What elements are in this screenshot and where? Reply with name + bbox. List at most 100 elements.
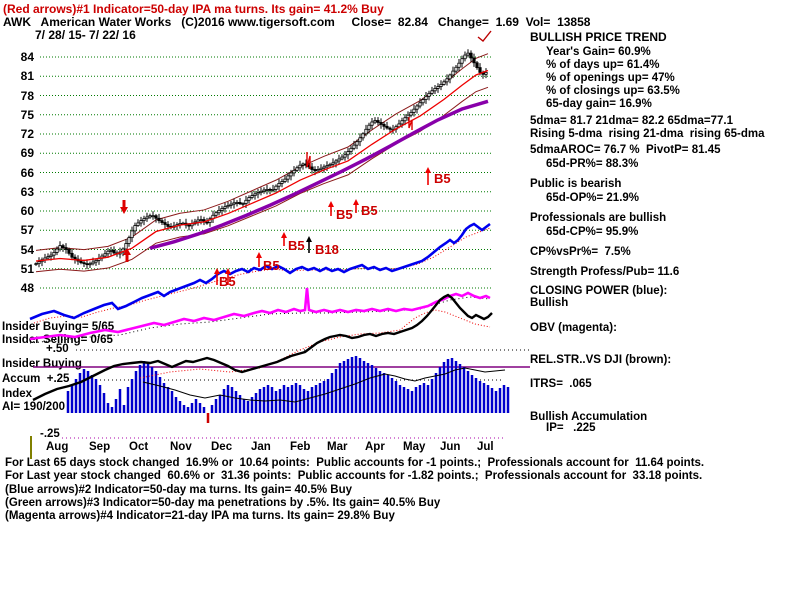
candle-body (271, 188, 275, 191)
candle-body (457, 62, 461, 68)
candle-body (412, 108, 416, 113)
price-tick-label: 57 (20, 223, 34, 237)
month-label: Jun (440, 441, 461, 453)
candle-body (34, 263, 38, 266)
candle-body (187, 224, 191, 227)
candle-body (421, 99, 425, 104)
ma_21day-line (35, 69, 489, 262)
obv-line (29, 287, 491, 341)
buy-arrow-head-icon (353, 199, 359, 205)
candle-body (235, 202, 239, 204)
candle-body (112, 249, 116, 254)
stat-line: % of closings up= 63.5% (546, 85, 680, 97)
signal-label: B5 (336, 207, 353, 222)
month-label: Nov (170, 441, 192, 453)
candle-body (472, 57, 476, 64)
buy-arrow-head-icon (225, 268, 231, 274)
candle-body (127, 237, 131, 244)
candle-body (403, 117, 407, 122)
stat-line: % of days up= 61.4% (546, 59, 660, 71)
indicator-label: Index (2, 388, 33, 400)
stat-line: 5dma= 81.7 21dma= 82.2 65dma=77.1 (530, 115, 733, 127)
month-label: Aug (46, 441, 69, 453)
candle-body (229, 203, 233, 206)
candle-body (136, 222, 140, 226)
candle-body (55, 248, 59, 253)
candle-body (109, 249, 113, 252)
check-mark (477, 30, 492, 42)
candle-body (139, 220, 143, 224)
candle-body (310, 166, 314, 170)
indicator1-legend: (Red arrows)#1 Indicator=50-day IPA ma t… (3, 2, 384, 16)
stat-line: CLOSING POWER (blue): (530, 285, 668, 297)
candle-body (85, 263, 89, 266)
stat-line: ITRS= .065 (530, 378, 592, 390)
candle-body (268, 188, 272, 191)
candle-body (451, 70, 455, 76)
price-tick-label: 78 (20, 89, 34, 103)
month-label: Mar (327, 441, 348, 453)
candle-body (157, 217, 161, 222)
candle-body (388, 127, 392, 130)
candle-body (94, 260, 98, 263)
candle-body (385, 125, 389, 129)
candle-body (241, 203, 245, 205)
candle-body (355, 141, 359, 146)
buy-arrow-head-icon (328, 201, 334, 207)
candle-body (295, 167, 299, 171)
candle-body (226, 205, 230, 208)
upper-band (35, 53, 489, 251)
candle-body (349, 147, 353, 152)
candle-body (289, 172, 293, 177)
candle-body (367, 124, 371, 130)
stat-line: Rising 5-dma rising 21-dma rising 65-dma (530, 128, 765, 140)
candle-body (52, 251, 56, 256)
candle-body (340, 156, 344, 160)
stat-line: Bullish Accumulation (530, 411, 648, 423)
candle-body (145, 216, 149, 220)
candle-body (316, 169, 320, 172)
stat-line: 65d-OP%= 21.9% (546, 192, 640, 204)
candle-body (91, 261, 95, 265)
candle-body (73, 256, 77, 260)
stat-line: 65d-PR%= 88.3% (546, 158, 639, 170)
candle-body (334, 160, 338, 164)
candle-body (250, 195, 254, 198)
candle-body (265, 188, 269, 191)
candle-body (49, 254, 53, 257)
candle-body (454, 66, 458, 72)
candle-body (325, 165, 329, 168)
candle-body (58, 245, 62, 250)
price-tick-label: 66 (20, 166, 34, 180)
signal-label: B18 (315, 242, 339, 257)
candle-body (343, 154, 347, 158)
price-tick-label: 72 (20, 127, 34, 141)
candle-body (328, 163, 332, 167)
candle-body (319, 167, 323, 170)
note-line: (Magenta arrows)#4 Indicator=21-day IPA … (5, 510, 395, 522)
candle-body (160, 220, 164, 223)
candle-body (484, 72, 488, 75)
candle-body (475, 62, 479, 68)
stat-line: Public is bearish (530, 178, 622, 190)
candle-body (445, 78, 449, 83)
candle-body (205, 221, 209, 224)
candle-body (253, 193, 257, 197)
candle-body (37, 261, 41, 265)
stat-line: Professionals are bullish (530, 212, 667, 224)
stat-line: 65d-CP%= 95.9% (546, 226, 639, 238)
price-tick-label: 84 (20, 50, 34, 64)
candle-body (223, 206, 227, 209)
candle-body (70, 252, 74, 258)
stat-line: Strength Profess/Pub= 11.6 (530, 266, 680, 278)
month-label: Jan (251, 441, 271, 453)
candle-body (406, 114, 410, 119)
indicator-label: -.25 (40, 428, 60, 440)
candle-body (277, 183, 281, 187)
candle-body (298, 164, 302, 169)
candle-body (427, 92, 431, 97)
candle-body (424, 95, 428, 100)
candle-body (373, 120, 377, 123)
candle-body (64, 247, 68, 250)
